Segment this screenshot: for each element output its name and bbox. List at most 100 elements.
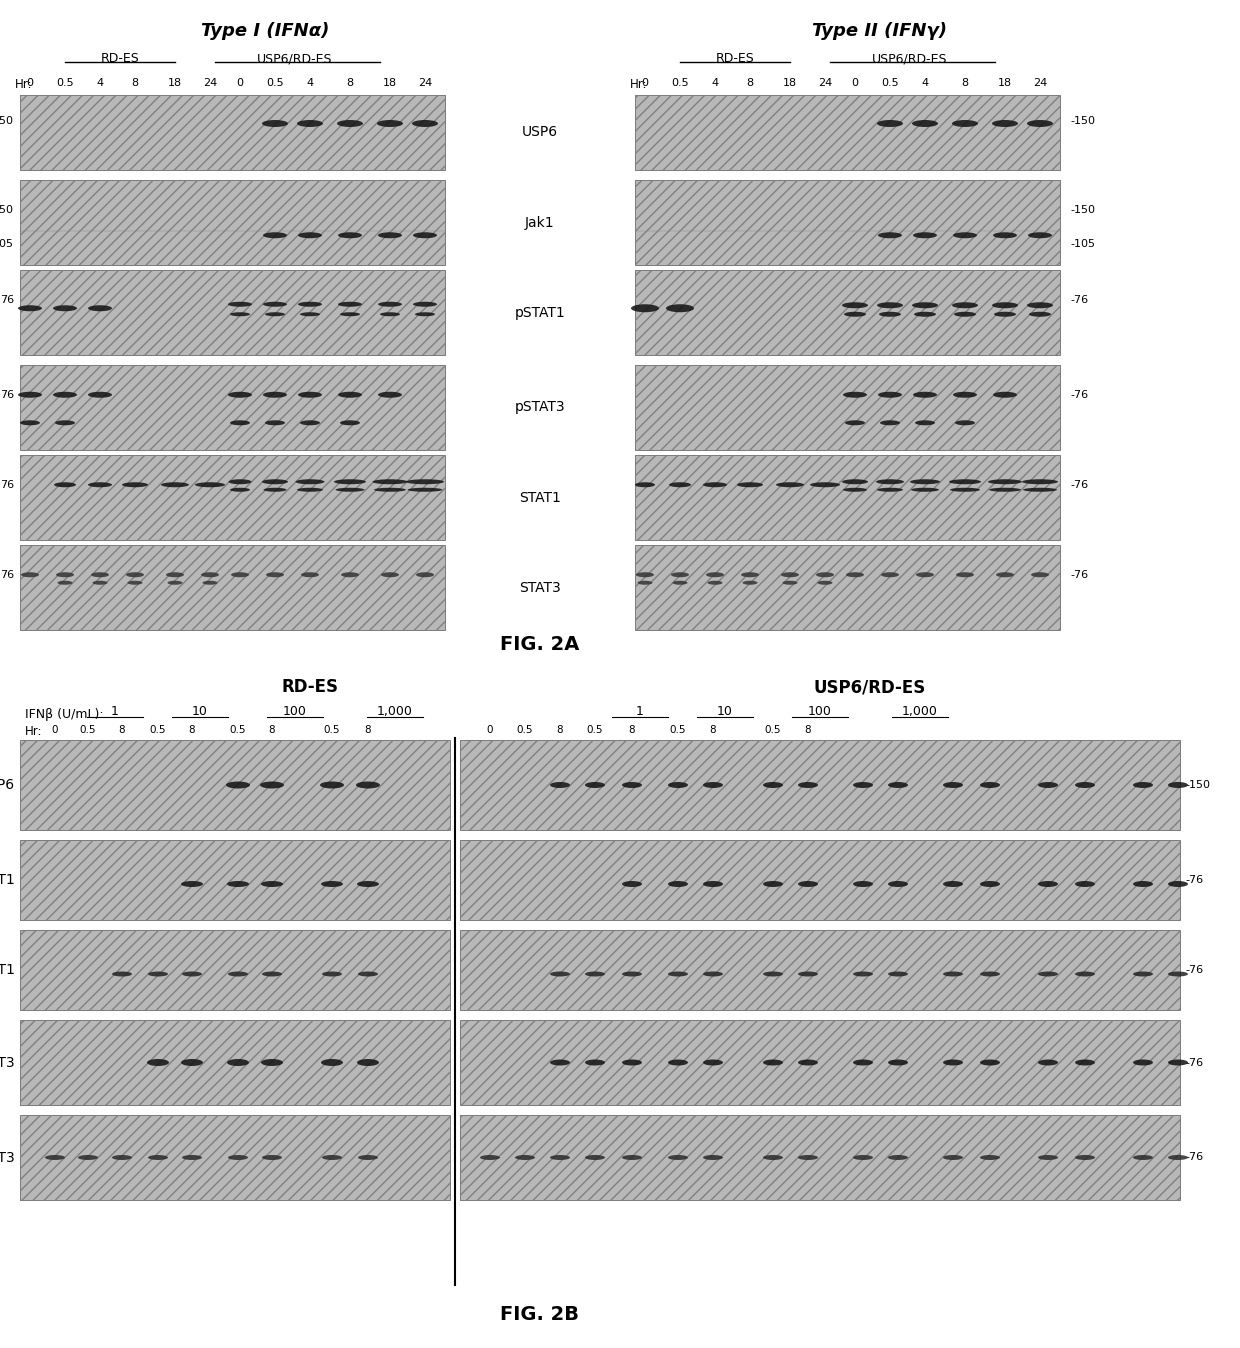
Ellipse shape: [91, 573, 109, 577]
Ellipse shape: [990, 488, 1021, 492]
Ellipse shape: [888, 782, 908, 789]
Ellipse shape: [55, 483, 76, 487]
Ellipse shape: [817, 581, 832, 585]
Ellipse shape: [415, 573, 434, 577]
Ellipse shape: [782, 581, 797, 585]
Ellipse shape: [911, 488, 939, 492]
Ellipse shape: [703, 782, 723, 789]
Ellipse shape: [776, 483, 804, 487]
FancyBboxPatch shape: [460, 840, 1180, 919]
Ellipse shape: [1133, 1060, 1153, 1065]
Text: 1: 1: [636, 705, 644, 718]
Ellipse shape: [888, 1155, 908, 1161]
Ellipse shape: [55, 421, 74, 426]
Text: 0.5: 0.5: [587, 725, 603, 735]
Ellipse shape: [377, 120, 403, 127]
Ellipse shape: [320, 782, 343, 789]
Text: USP6/RD-ES: USP6/RD-ES: [813, 678, 926, 696]
Ellipse shape: [1075, 972, 1095, 976]
Ellipse shape: [843, 392, 867, 398]
Text: 0: 0: [26, 78, 33, 88]
Ellipse shape: [551, 1060, 570, 1065]
Ellipse shape: [339, 232, 362, 239]
Ellipse shape: [672, 581, 687, 585]
Text: Hr:: Hr:: [630, 78, 647, 92]
Ellipse shape: [703, 1060, 723, 1065]
Ellipse shape: [666, 305, 694, 313]
Text: -76: -76: [1070, 390, 1089, 400]
Text: 1,000: 1,000: [901, 705, 937, 718]
Ellipse shape: [551, 972, 570, 976]
Text: 8: 8: [746, 78, 754, 88]
Ellipse shape: [148, 1155, 167, 1161]
Ellipse shape: [942, 1060, 963, 1065]
Ellipse shape: [763, 782, 782, 789]
Ellipse shape: [378, 302, 402, 307]
Text: 0.5: 0.5: [882, 78, 899, 88]
Ellipse shape: [20, 421, 40, 426]
Ellipse shape: [954, 232, 977, 239]
Text: Jak1: Jak1: [526, 216, 554, 229]
Text: 0.5: 0.5: [517, 725, 533, 735]
Ellipse shape: [298, 120, 322, 127]
Ellipse shape: [337, 120, 363, 127]
Ellipse shape: [260, 882, 283, 887]
FancyBboxPatch shape: [20, 545, 445, 630]
Ellipse shape: [992, 120, 1018, 127]
Ellipse shape: [405, 480, 444, 484]
Ellipse shape: [295, 480, 325, 484]
FancyBboxPatch shape: [20, 365, 445, 450]
FancyBboxPatch shape: [20, 930, 450, 1010]
Ellipse shape: [128, 581, 143, 585]
FancyBboxPatch shape: [20, 1115, 450, 1200]
Ellipse shape: [262, 480, 288, 484]
Ellipse shape: [1075, 1155, 1095, 1161]
Ellipse shape: [763, 1155, 782, 1161]
Text: pSTAT1: pSTAT1: [515, 306, 565, 319]
Text: 8: 8: [557, 725, 563, 735]
Ellipse shape: [551, 1155, 570, 1161]
Ellipse shape: [1038, 882, 1058, 887]
Ellipse shape: [911, 120, 937, 127]
Ellipse shape: [708, 581, 723, 585]
Ellipse shape: [915, 421, 935, 426]
Ellipse shape: [260, 782, 284, 789]
Ellipse shape: [260, 1060, 283, 1066]
Ellipse shape: [231, 573, 249, 577]
Text: 8: 8: [131, 78, 139, 88]
Text: USP6: USP6: [522, 125, 558, 139]
Text: 10: 10: [192, 705, 208, 718]
Ellipse shape: [300, 313, 320, 317]
Ellipse shape: [952, 120, 978, 127]
FancyBboxPatch shape: [635, 545, 1060, 630]
Ellipse shape: [810, 483, 839, 487]
Ellipse shape: [298, 488, 322, 492]
Ellipse shape: [878, 232, 901, 239]
Text: 24: 24: [1033, 78, 1047, 88]
FancyBboxPatch shape: [20, 270, 445, 355]
Ellipse shape: [298, 232, 322, 239]
Text: 4: 4: [921, 78, 929, 88]
Ellipse shape: [844, 311, 866, 317]
Ellipse shape: [182, 972, 202, 976]
Text: IFNβ (U/mL):: IFNβ (U/mL):: [25, 708, 104, 721]
Text: 8: 8: [629, 725, 635, 735]
Ellipse shape: [1023, 488, 1056, 492]
FancyBboxPatch shape: [635, 365, 1060, 450]
Ellipse shape: [88, 305, 112, 311]
Ellipse shape: [635, 483, 655, 487]
Text: 105: 105: [0, 239, 14, 249]
Ellipse shape: [372, 480, 408, 484]
Ellipse shape: [229, 313, 250, 317]
Ellipse shape: [515, 1155, 534, 1161]
Ellipse shape: [182, 1155, 202, 1161]
Ellipse shape: [19, 392, 42, 398]
Ellipse shape: [262, 1155, 281, 1161]
Text: 10: 10: [717, 705, 733, 718]
Ellipse shape: [846, 573, 864, 577]
Text: RD-ES: RD-ES: [100, 53, 139, 65]
Ellipse shape: [888, 1060, 908, 1065]
FancyBboxPatch shape: [20, 1020, 450, 1105]
Ellipse shape: [227, 1060, 249, 1066]
FancyBboxPatch shape: [20, 840, 450, 919]
